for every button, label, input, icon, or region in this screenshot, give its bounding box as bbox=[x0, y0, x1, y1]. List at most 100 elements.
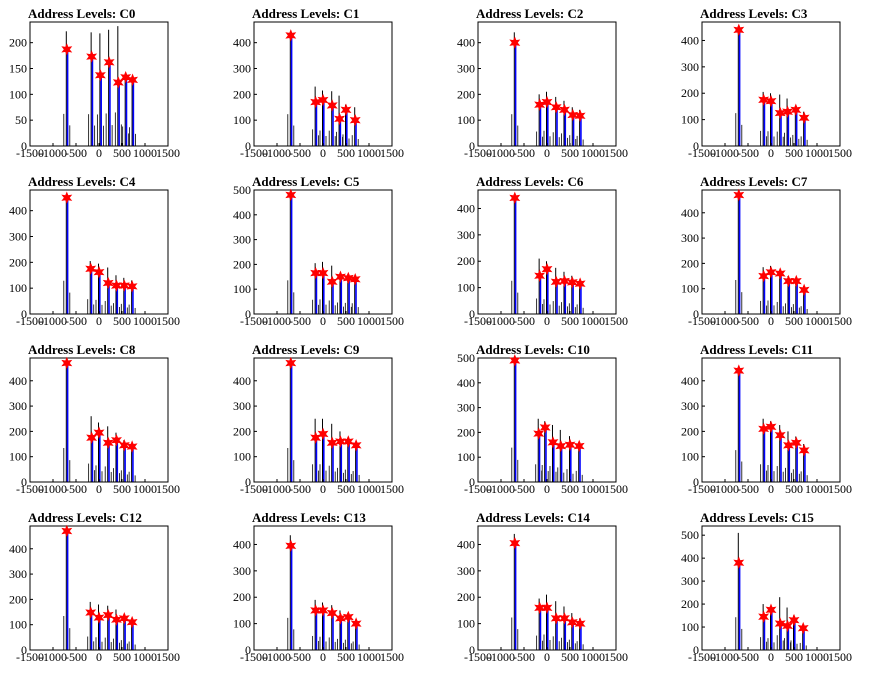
x-tick-label: 500 bbox=[113, 482, 131, 496]
peak-marker bbox=[127, 73, 139, 87]
peak-marker bbox=[533, 427, 545, 440]
x-tick-label: -1500 bbox=[688, 650, 716, 664]
x-tick-label: -500 bbox=[737, 482, 759, 496]
subplot-title: Address Levels: C8 bbox=[28, 342, 136, 357]
peak-marker bbox=[86, 431, 98, 445]
y-tick-label: 100 bbox=[681, 113, 699, 127]
peak-marker bbox=[317, 427, 329, 441]
peak-marker bbox=[102, 276, 114, 290]
y-tick-label: 100 bbox=[457, 281, 475, 295]
y-tick-label: 0 bbox=[469, 139, 475, 153]
subplot-7: Address Levels: C7 0 100 200 300 400 -1500-100… bbox=[681, 174, 852, 328]
peak-marker bbox=[118, 612, 130, 625]
peak-marker bbox=[102, 608, 114, 622]
peak-marker bbox=[798, 111, 810, 125]
x-tick-label: -500 bbox=[65, 650, 87, 664]
peak-marker bbox=[765, 420, 777, 434]
peak-marker bbox=[774, 428, 786, 442]
x-tick-label: 1500 bbox=[604, 482, 628, 496]
plot-area bbox=[287, 32, 359, 146]
plot-area bbox=[735, 28, 808, 146]
y-tick-label: 500 bbox=[233, 183, 251, 197]
subplot-13: Address Levels: C13 0 100 200 300 400 -1500-10… bbox=[233, 510, 404, 664]
peak-marker bbox=[118, 439, 130, 452]
plot-area bbox=[511, 195, 584, 314]
y-tick-label: 200 bbox=[233, 257, 251, 271]
x-tick-label: 500 bbox=[337, 482, 355, 496]
peak-marker bbox=[534, 601, 546, 615]
plot-area bbox=[511, 359, 583, 482]
x-tick-label: -1000 bbox=[39, 482, 67, 496]
subplot-5: Address Levels: C50100200300400500-1500-… bbox=[233, 174, 404, 328]
x-tick-label: 500 bbox=[785, 650, 803, 664]
subplot-15: Address Levels: C15 0 100 200 300 400 500 -1500… bbox=[681, 510, 852, 664]
x-tick-label: 500 bbox=[113, 146, 131, 160]
x-tick-label: 0 bbox=[320, 314, 326, 328]
x-tick-label: -500 bbox=[737, 314, 759, 328]
y-tick-label: 0 bbox=[21, 643, 27, 657]
peak-marker bbox=[334, 112, 346, 126]
x-tick-label: 500 bbox=[785, 146, 803, 160]
x-tick-label: 0 bbox=[96, 650, 102, 664]
x-tick-label: 1000 bbox=[581, 146, 605, 160]
y-tick-label: 100 bbox=[681, 620, 699, 634]
y-tick-label: 200 bbox=[681, 597, 699, 611]
x-tick-label: 1000 bbox=[133, 314, 157, 328]
x-tick-label: 1500 bbox=[156, 482, 180, 496]
subplot-title: Address Levels: C12 bbox=[28, 510, 142, 525]
peak-marker bbox=[85, 262, 97, 276]
peak-marker bbox=[326, 606, 338, 620]
peak-marker bbox=[285, 188, 297, 202]
plot-area bbox=[511, 32, 584, 146]
y-tick-label: 0 bbox=[21, 475, 27, 489]
x-tick-label: 500 bbox=[561, 314, 579, 328]
peak-marker bbox=[758, 269, 770, 283]
y-tick-label: 0 bbox=[21, 307, 27, 321]
x-tick-label: 1500 bbox=[380, 314, 404, 328]
x-tick-label: -500 bbox=[289, 146, 311, 160]
peak-marker bbox=[790, 436, 802, 450]
x-tick-label: -1500 bbox=[16, 146, 44, 160]
peak-marker bbox=[317, 93, 329, 107]
peak-marker bbox=[550, 100, 562, 114]
x-tick-label: 1500 bbox=[380, 146, 404, 160]
x-tick-label: 1000 bbox=[581, 650, 605, 664]
peak-marker bbox=[112, 76, 124, 89]
x-tick-label: 500 bbox=[785, 482, 803, 496]
x-tick-label: 0 bbox=[768, 650, 774, 664]
plot-area bbox=[287, 193, 359, 314]
x-tick-label: 0 bbox=[544, 146, 550, 160]
y-tick-label: 300 bbox=[233, 399, 251, 413]
y-tick-label: 0 bbox=[693, 307, 699, 321]
peak-marker bbox=[94, 68, 106, 82]
peak-marker bbox=[573, 439, 585, 453]
peak-marker bbox=[93, 611, 105, 624]
x-tick-label: 500 bbox=[113, 314, 131, 328]
peak-marker bbox=[541, 601, 553, 615]
peak-marker bbox=[335, 270, 346, 284]
x-tick-label: 1500 bbox=[828, 146, 852, 160]
y-tick-label: 100 bbox=[457, 450, 475, 464]
y-tick-label: 0 bbox=[469, 475, 475, 489]
y-tick-label: 100 bbox=[457, 617, 475, 631]
peak-marker bbox=[574, 617, 586, 630]
y-tick-label: 0 bbox=[245, 139, 251, 153]
x-tick-label: 0 bbox=[768, 146, 774, 160]
x-tick-label: -500 bbox=[737, 650, 759, 664]
y-tick-label: 0 bbox=[693, 475, 699, 489]
x-tick-label: 1000 bbox=[133, 146, 157, 160]
x-tick-label: 500 bbox=[561, 650, 579, 664]
peak-marker bbox=[103, 55, 115, 69]
y-tick-label: 400 bbox=[233, 208, 251, 222]
subplot-title: Address Levels: C11 bbox=[700, 342, 813, 357]
x-tick-label: 0 bbox=[544, 314, 550, 328]
x-tick-label: 500 bbox=[337, 146, 355, 160]
peak-marker bbox=[733, 188, 745, 202]
plot-area bbox=[287, 535, 360, 650]
subplot-9: Address Levels: C9 0 100 200 300 400 -1500-100… bbox=[233, 342, 404, 496]
x-tick-label: 1000 bbox=[133, 650, 157, 664]
y-tick-label: 0 bbox=[469, 307, 475, 321]
x-tick-label: -1500 bbox=[464, 650, 492, 664]
x-tick-label: 1500 bbox=[604, 146, 628, 160]
y-tick-label: 400 bbox=[457, 537, 475, 551]
